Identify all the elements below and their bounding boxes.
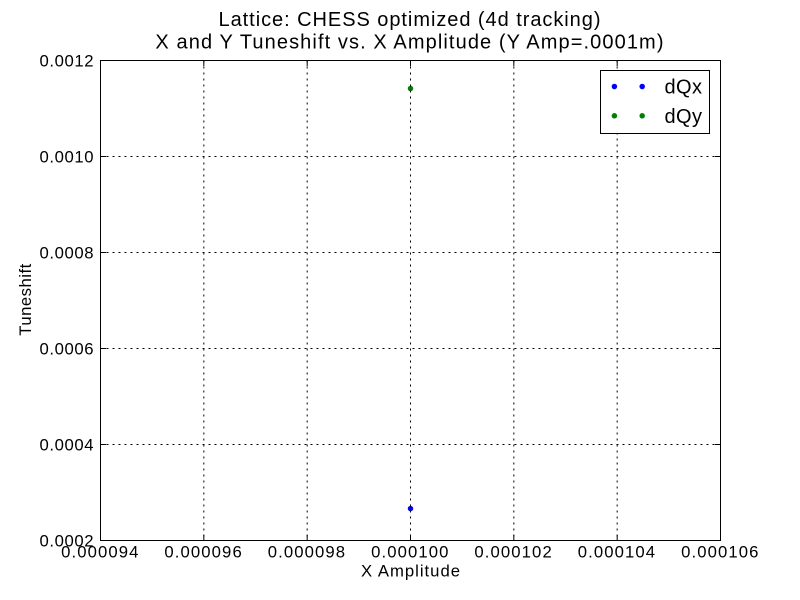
- svg-text:0.0006: 0.0006: [40, 339, 95, 358]
- svg-text:Tuneshift: Tuneshift: [16, 263, 35, 336]
- svg-text:0.000102: 0.000102: [474, 542, 552, 561]
- svg-text:0.000104: 0.000104: [578, 542, 656, 561]
- svg-text:0.000098: 0.000098: [268, 542, 346, 561]
- svg-text:0.0010: 0.0010: [40, 147, 95, 166]
- svg-text:0.000096: 0.000096: [164, 542, 242, 561]
- svg-text:0.000094: 0.000094: [61, 542, 139, 561]
- svg-text:dQy: dQy: [665, 106, 703, 128]
- svg-text:dQx: dQx: [665, 77, 703, 99]
- svg-text:X and Y Tuneshift vs. X Amplit: X and Y Tuneshift vs. X Amplitude (Y Amp…: [155, 32, 664, 54]
- svg-text:0.0002: 0.0002: [40, 531, 95, 550]
- svg-text:0.0012: 0.0012: [40, 51, 95, 70]
- svg-text:0.000100: 0.000100: [371, 542, 449, 561]
- svg-text:Lattice: CHESS optimized (4d t: Lattice: CHESS optimized (4d tracking): [219, 9, 602, 31]
- svg-text:0.0004: 0.0004: [40, 435, 95, 454]
- svg-text:X Amplitude: X Amplitude: [361, 562, 461, 581]
- svg-text:0.0008: 0.0008: [40, 243, 95, 262]
- svg-text:0.000106: 0.000106: [681, 542, 759, 561]
